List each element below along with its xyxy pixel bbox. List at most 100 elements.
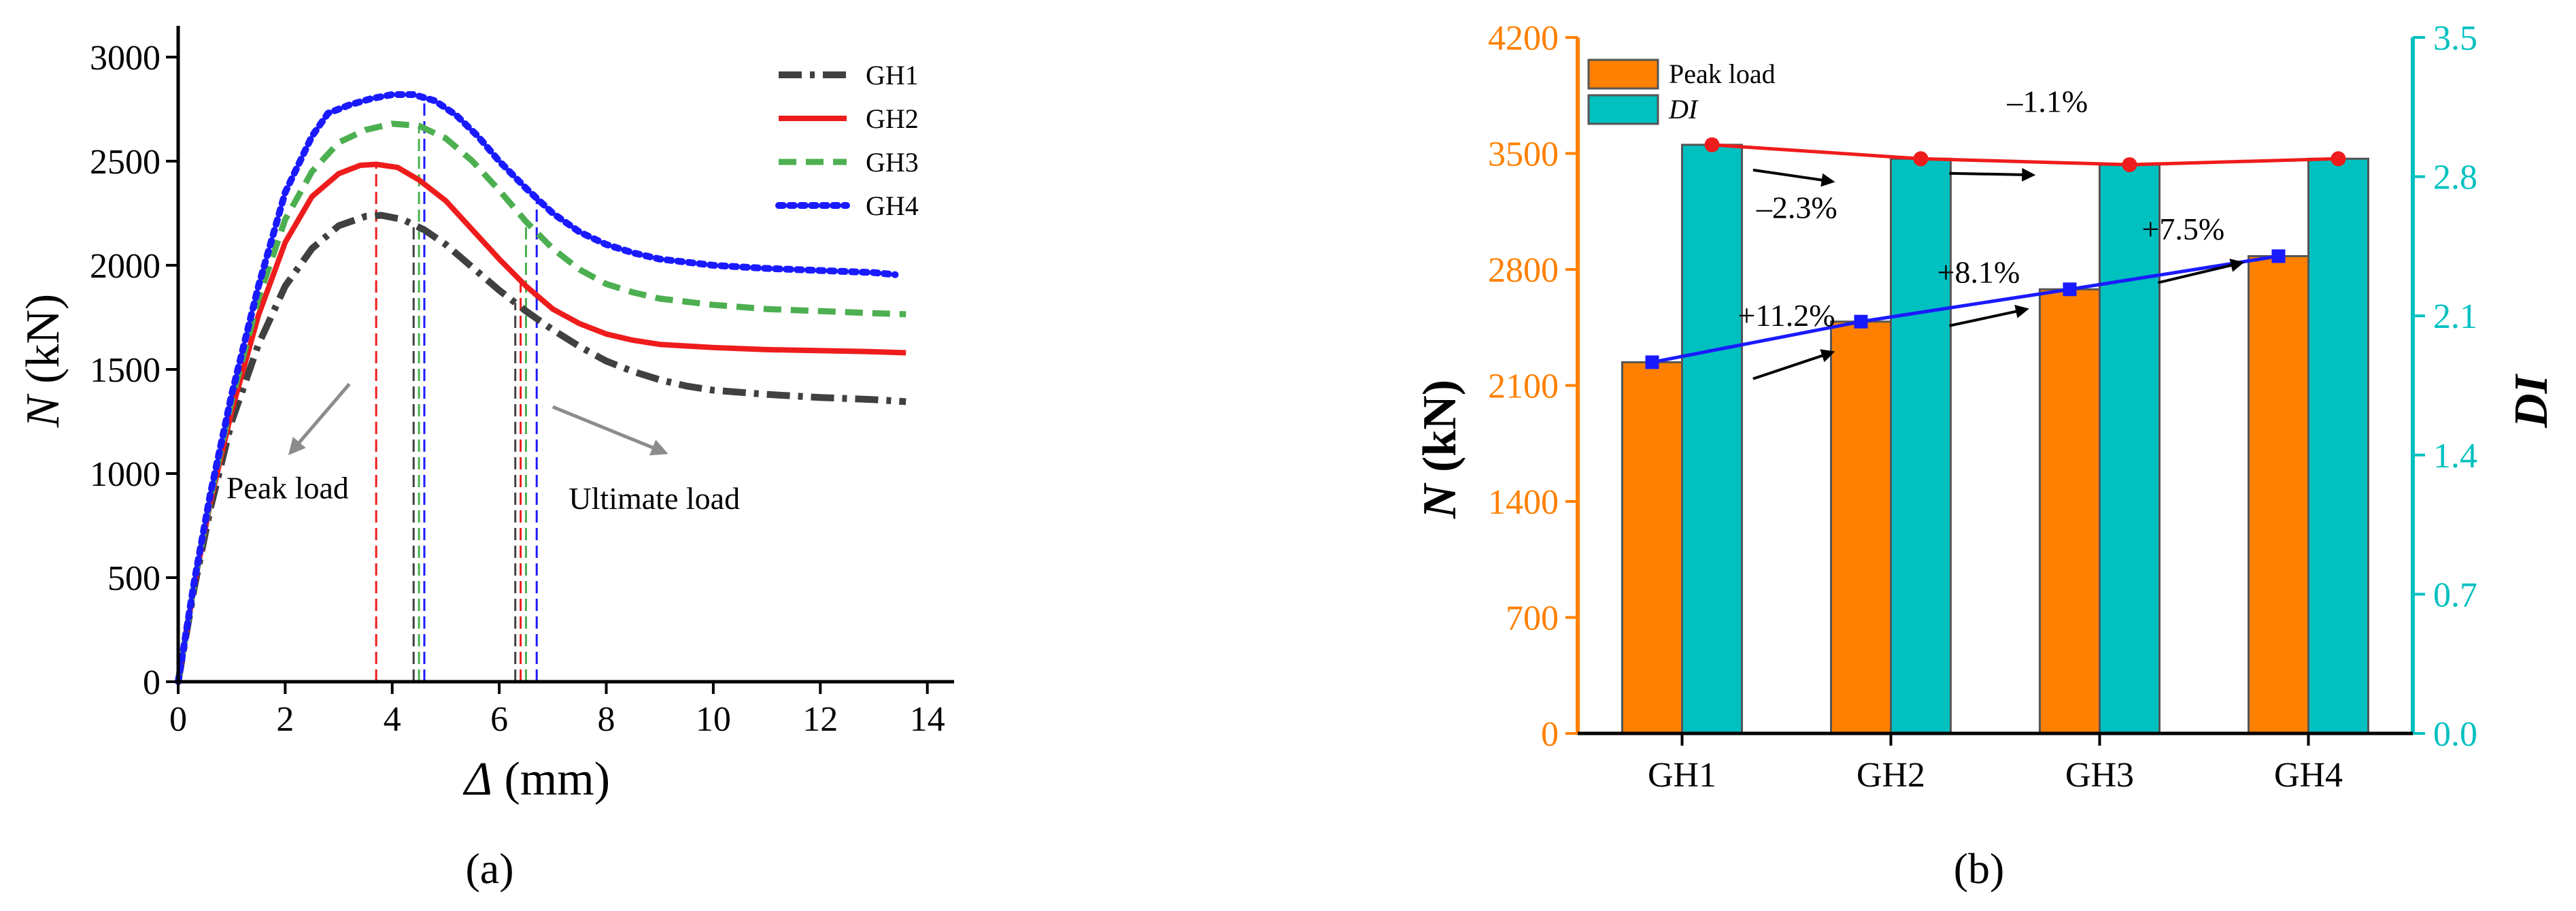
reference-lines (375, 97, 538, 682)
panel-b: 0 700 1400 2100 2800 3500 4200 0.0 0.7 1.4 2.1 2.8 3… (1414, 19, 2558, 893)
y-tick-label: 1400 (1488, 483, 1559, 522)
annotations: +11.2% +8.1% +7.5% –2.3% –1.1% (1738, 84, 2245, 380)
x-tick-label: 8 (598, 700, 615, 739)
x-tick-label: 12 (802, 700, 838, 739)
legend-label-di: DI (1668, 94, 1699, 125)
change-arrow-5 (1949, 167, 2036, 182)
y-tick-label: 2500 (90, 143, 160, 182)
di-trend-marker-gh2 (1913, 151, 1929, 167)
y2-tick-label: 1.4 (2433, 437, 2477, 476)
y-tick-label: 3500 (1488, 135, 1559, 174)
y-tick-label: 0 (143, 663, 160, 702)
annotation-ultimate-load: Ultimate load (569, 481, 740, 516)
change-label-2-3: –2.3% (1756, 190, 1837, 225)
y-axis-title: N (kN) (1414, 380, 1466, 519)
panel-label-b: (b) (1954, 844, 2005, 893)
y-tick-label: 700 (1506, 599, 1559, 638)
x-tick-label: 14 (910, 700, 945, 739)
bar-peak-load-gh1 (1621, 361, 1683, 735)
peak-load-trend-marker-gh1 (1645, 355, 1659, 369)
y-axis-symbol: N (1414, 482, 1466, 519)
di-trend-line (1712, 143, 2339, 167)
change-arrow-4 (1752, 168, 1835, 187)
panel-label-a: (a) (465, 844, 513, 893)
y2-tick-label: 0.7 (2433, 576, 2477, 614)
peak-load-trend-marker-gh4 (2271, 249, 2286, 263)
y-axis-unit: (kN) (1414, 380, 1466, 484)
y-axis-title: N (kN) (17, 294, 69, 428)
y-tick-label: 0 (1541, 715, 1559, 754)
legend: Peak load DI (1587, 59, 1776, 125)
legend-swatch-peak-load (1587, 59, 1659, 90)
y-tick-label: 1500 (90, 351, 160, 390)
y-tick-label: 3000 (90, 39, 160, 78)
y2-axis-title: DI (2505, 373, 2558, 429)
x-tick-label: 6 (490, 700, 508, 739)
bar-di-gh3 (2099, 163, 2160, 735)
change-label-7-5: +7.5% (2141, 212, 2224, 246)
peak-load-trend-marker-gh3 (2063, 282, 2077, 297)
bar-peak-load-gh3 (2039, 288, 2101, 735)
series-line-gh2 (175, 161, 906, 682)
peak-load-trend-line (1652, 254, 2279, 364)
series-line-gh1 (175, 212, 906, 682)
x-tick-label-gh2: GH2 (1857, 756, 1925, 795)
annotations: Peak load Ultimate load (226, 382, 740, 516)
annotation-peak-load: Peak load (226, 471, 349, 506)
change-arrow-2 (1949, 305, 2029, 327)
di-trend-marker-gh4 (2331, 151, 2346, 167)
change-label-11-2: +11.2% (1738, 298, 1835, 333)
y-tick-label: 2800 (1488, 251, 1559, 290)
y-tick-label: 500 (107, 559, 160, 598)
series-line-gh4 (175, 90, 899, 685)
legend-label-gh2: GH2 (866, 103, 919, 134)
bar-di-gh4 (2307, 157, 2369, 735)
y2-tick-label: 2.8 (2433, 159, 2477, 197)
bar-di-gh2 (1890, 157, 1952, 735)
x-tick-label-gh4: GH4 (2274, 756, 2343, 795)
change-arrow-3 (2157, 259, 2245, 284)
annotation-arrow-ultimate-load (552, 405, 668, 456)
change-arrow-1 (1752, 349, 1835, 380)
panel-a: 0 2 4 6 8 10 12 14 0 500 1000 1500 2000 2500 3000 Peak… (17, 26, 954, 893)
series-lines (175, 90, 906, 685)
trend-lines (1645, 137, 2346, 369)
x-tick-label: 4 (384, 700, 401, 739)
change-label-1-1: –1.1% (2006, 84, 2088, 119)
legend: GH1 GH2 GH3 GH4 (775, 60, 919, 221)
x-tick-label-gh1: GH1 (1648, 756, 1716, 795)
x-tick-label-gh3: GH3 (2065, 756, 2134, 795)
x-tick-label: 10 (696, 700, 731, 739)
x-axis-symbol: Δ (462, 753, 492, 806)
legend-label-gh1: GH1 (866, 60, 919, 90)
y-tick-label: 2100 (1488, 367, 1559, 406)
di-trend-marker-gh1 (1704, 137, 1720, 152)
y-tick-label: 4200 (1488, 19, 1559, 58)
y-axis-unit: (kN) (17, 294, 69, 396)
bars (1621, 144, 2369, 735)
ticks: 0 2 4 6 8 10 12 14 0 500 1000 1500 2000 2500 3000 (90, 39, 945, 739)
bar-di-gh1 (1681, 144, 1743, 735)
y2-tick-label: 2.1 (2433, 297, 2477, 336)
legend-label-gh4: GH4 (866, 191, 919, 221)
y2-tick-label: 3.5 (2433, 19, 2477, 58)
x-axis-title: Δ (mm) (462, 753, 610, 806)
y2-tick-label: 0.0 (2433, 715, 2477, 754)
di-trend-marker-gh3 (2122, 157, 2137, 173)
y-tick-label: 1000 (90, 455, 160, 494)
ticks: 0 700 1400 2100 2800 3500 4200 0.0 0.7 1.4 2.1 2.8 3… (1488, 19, 2477, 795)
change-label-8-1: +8.1% (1937, 254, 2020, 289)
annotation-arrow-peak-load (288, 382, 351, 456)
x-tick-label: 0 (169, 700, 187, 739)
peak-load-trend-marker-gh2 (1854, 314, 1868, 329)
x-axis-unit: (mm) (492, 753, 610, 806)
x-tick-label: 2 (276, 700, 294, 739)
axes (176, 26, 954, 684)
legend-label-peak-load: Peak load (1669, 59, 1776, 89)
y-tick-label: 2000 (90, 247, 160, 286)
bar-peak-load-gh2 (1830, 320, 1892, 735)
legend-label-gh3: GH3 (866, 147, 919, 178)
legend-swatch-di (1587, 94, 1659, 125)
y-axis-symbol: N (17, 393, 69, 428)
